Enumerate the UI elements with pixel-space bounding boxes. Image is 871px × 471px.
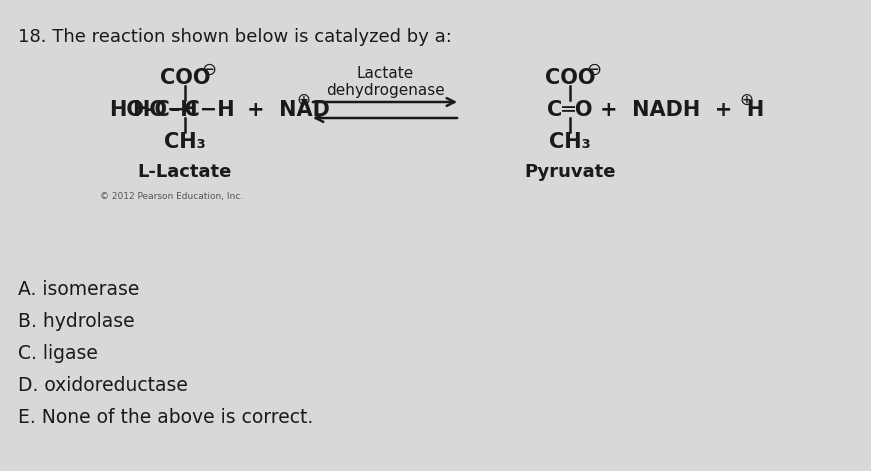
Text: C═O: C═O: [547, 100, 593, 120]
Text: A. isomerase: A. isomerase: [18, 280, 139, 299]
Text: C. ligase: C. ligase: [18, 344, 98, 363]
Text: E. None of the above is correct.: E. None of the above is correct.: [18, 408, 314, 427]
Text: HO−C−H: HO−C−H: [132, 100, 234, 120]
Text: +  NAD: + NAD: [247, 100, 330, 120]
Text: COO: COO: [544, 68, 595, 88]
Text: Pyruvate: Pyruvate: [524, 163, 616, 181]
Text: HO–C–H: HO–C–H: [109, 100, 198, 120]
Text: +  NADH  +  H: + NADH + H: [600, 100, 764, 120]
Text: CH₃: CH₃: [549, 132, 591, 152]
Text: CH₃: CH₃: [164, 132, 206, 152]
Text: ⊖: ⊖: [201, 61, 217, 79]
Text: Lactate
dehydrogenase: Lactate dehydrogenase: [326, 66, 444, 98]
Text: ⊕: ⊕: [739, 91, 753, 109]
Text: © 2012 Pearson Education, Inc.: © 2012 Pearson Education, Inc.: [100, 193, 243, 202]
Text: COO: COO: [159, 68, 210, 88]
Text: B. hydrolase: B. hydrolase: [18, 312, 135, 331]
Text: 18. The reaction shown below is catalyzed by a:: 18. The reaction shown below is catalyze…: [18, 28, 452, 46]
Text: D. oxidoreductase: D. oxidoreductase: [18, 376, 188, 395]
Text: ⊖: ⊖: [586, 61, 602, 79]
Text: ⊕: ⊕: [296, 91, 310, 109]
Text: L-Lactate: L-Lactate: [138, 163, 233, 181]
